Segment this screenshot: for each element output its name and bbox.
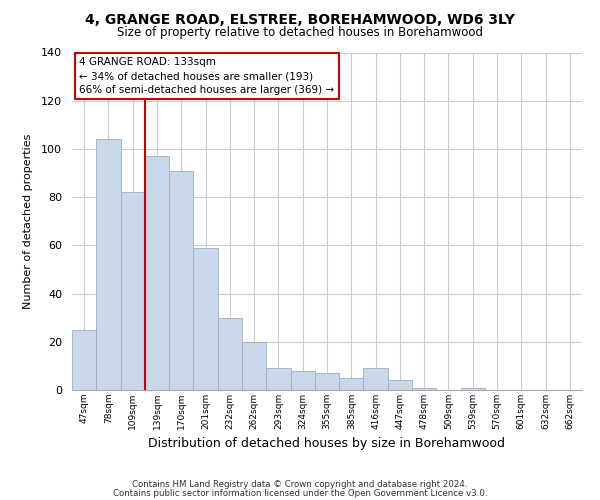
Text: 4 GRANGE ROAD: 133sqm
← 34% of detached houses are smaller (193)
66% of semi-det: 4 GRANGE ROAD: 133sqm ← 34% of detached … [79,58,334,96]
Bar [96,140,121,390]
Bar [364,368,388,390]
Bar [315,373,339,390]
Bar [242,342,266,390]
Y-axis label: Number of detached properties: Number of detached properties [23,134,33,309]
Bar [218,318,242,390]
Bar [266,368,290,390]
Bar [461,388,485,390]
Bar [290,370,315,390]
Bar [412,388,436,390]
Text: 4, GRANGE ROAD, ELSTREE, BOREHAMWOOD, WD6 3LY: 4, GRANGE ROAD, ELSTREE, BOREHAMWOOD, WD… [85,12,515,26]
Bar [388,380,412,390]
Bar [169,170,193,390]
Bar [121,192,145,390]
Bar [72,330,96,390]
Bar [193,248,218,390]
Bar [339,378,364,390]
Bar [145,156,169,390]
Text: Contains HM Land Registry data © Crown copyright and database right 2024.: Contains HM Land Registry data © Crown c… [132,480,468,489]
X-axis label: Distribution of detached houses by size in Borehamwood: Distribution of detached houses by size … [149,438,505,450]
Text: Contains public sector information licensed under the Open Government Licence v3: Contains public sector information licen… [113,489,487,498]
Text: Size of property relative to detached houses in Borehamwood: Size of property relative to detached ho… [117,26,483,39]
